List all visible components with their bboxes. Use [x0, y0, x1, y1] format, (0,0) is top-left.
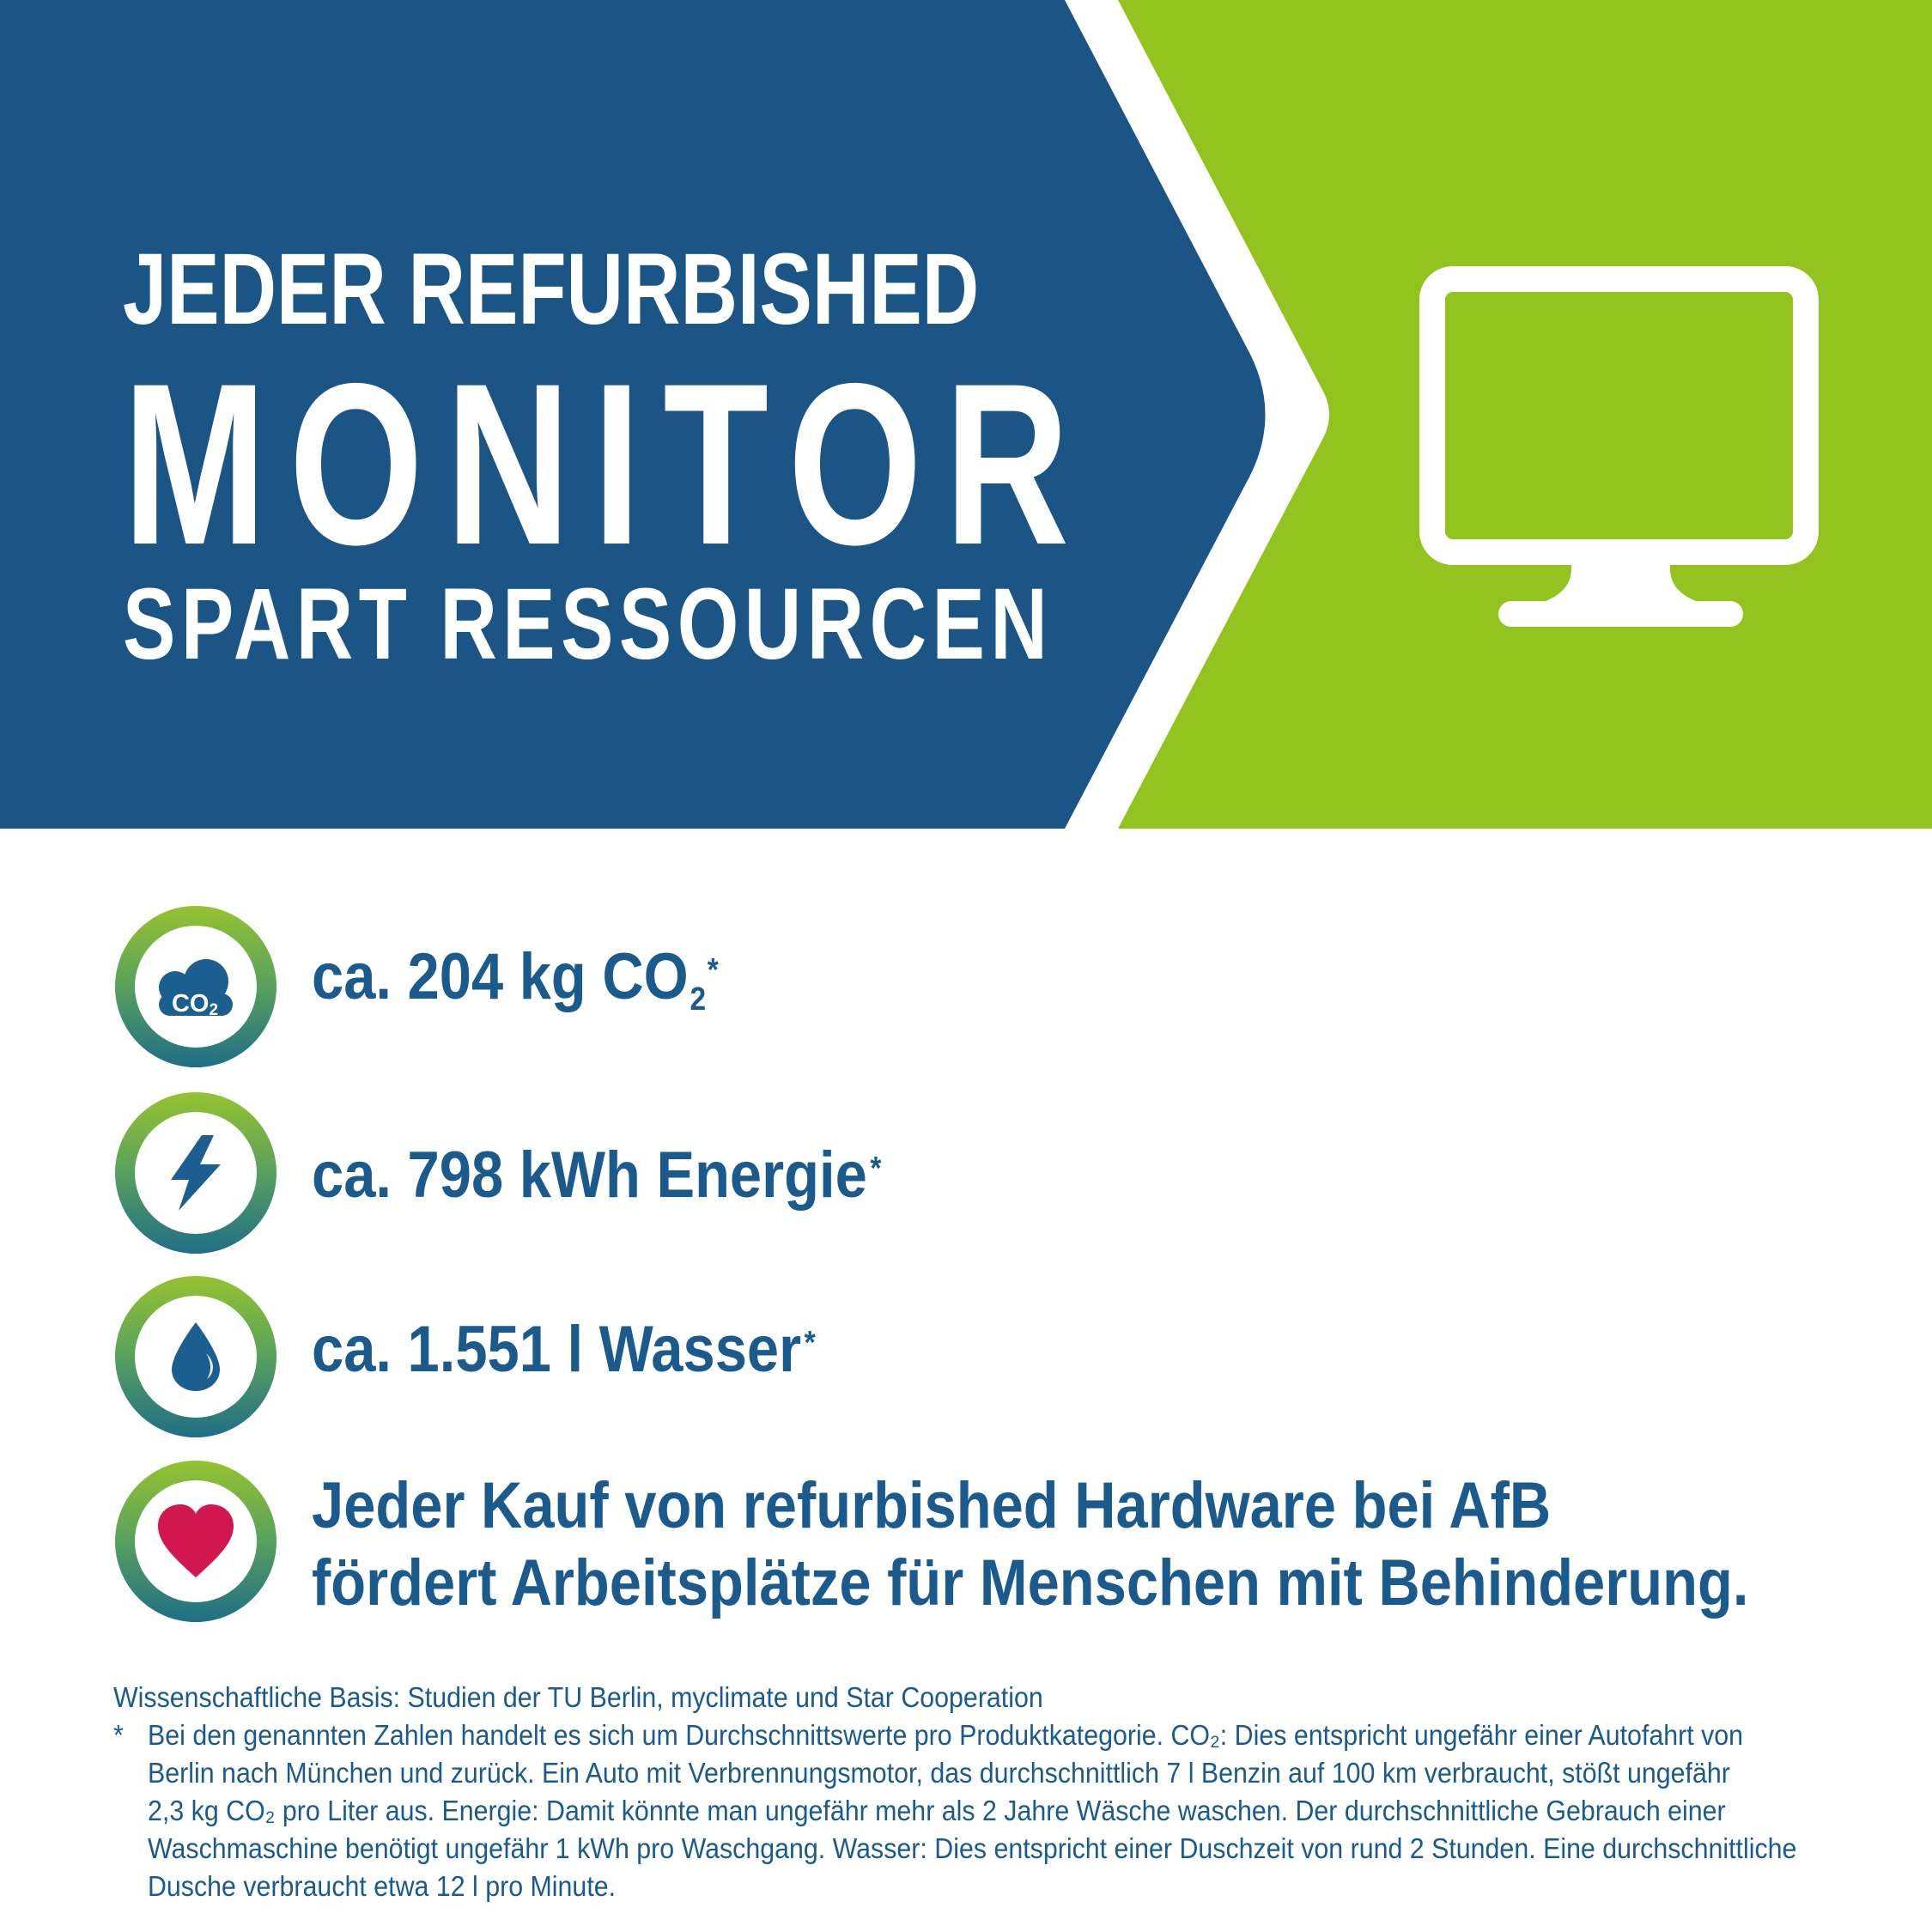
banner-title-line2: MONITOR [123, 335, 1092, 592]
impact-text-line1: Jeder Kauf von refurbished Hardware bei … [312, 1469, 1552, 1542]
banner-title-line3: SPART RESSOURCEN [123, 568, 1054, 681]
footnote-asterisk-marker: * [113, 1719, 124, 1751]
stat-label-energy-asterisk: * [870, 1151, 882, 1188]
banner-title-line1: JEDER REFURBISHED [123, 233, 980, 346]
stat-ring-energy-inner [135, 1112, 257, 1234]
stat-label-energy-text: ca. 798 kWh Energie [312, 1139, 867, 1212]
impact-text-line2: fördert Arbeitsplätze für Menschen mit B… [312, 1546, 1749, 1619]
stat-label-co2-text: ca. 204 kg CO [312, 940, 689, 1013]
stat-label-co2-asterisk: * [707, 952, 719, 989]
stat-label-co2: ca. 204 kg CO2* [312, 945, 719, 1016]
stat-ring-co2: CO2 [115, 906, 276, 1067]
stat-ring-water [115, 1276, 276, 1437]
stat-label-water-asterisk: * [804, 1325, 816, 1362]
co2-icon-label: CO [172, 990, 210, 1016]
water-drop-icon [172, 1322, 220, 1391]
stat-ring-heart [115, 1461, 276, 1622]
stat-label-water-text: ca. 1.551 l Wasser [312, 1313, 802, 1386]
stat-ring-heart-inner [135, 1480, 257, 1602]
monitor-icon [1419, 266, 1819, 627]
footnote-block: Bei den genannten Zahlen handelt es sich… [148, 1716, 1796, 1905]
footnote-line: Berlin nach München und zurück. Ein Auto… [148, 1757, 1730, 1789]
svg-text:CO2: CO2 [172, 990, 218, 1016]
science-basis-note: Wissenschaftliche Basis: Studien der TU … [113, 1681, 1043, 1713]
stat-label-water: ca. 1.551 l Wasser* [312, 1317, 816, 1382]
lightning-bolt-icon [171, 1135, 221, 1211]
footnote-line: Waschmaschine benötigt ungefähr 1 kWh pr… [148, 1832, 1797, 1864]
stat-ring-co2-inner: CO2 [135, 926, 257, 1048]
footnote-line: 2,3 kg CO₂ pro Liter aus. Energie: Damit… [148, 1795, 1726, 1826]
blue-arrow-shape [0, 0, 1266, 829]
footnote-line: Bei den genannten Zahlen handelt es sich… [148, 1719, 1744, 1751]
stat-label-co2-subscript: 2 [690, 981, 707, 1018]
stat-ring-energy [115, 1092, 276, 1254]
heart-icon [158, 1504, 234, 1577]
stat-label-energy: ca. 798 kWh Energie* [312, 1143, 881, 1208]
co2-icon-label-sub: 2 [209, 1001, 218, 1016]
footnote-line: Dusche verbraucht etwa 12 l pro Minute. [148, 1870, 617, 1902]
co2-cloud-icon: CO2 [159, 959, 233, 1016]
stat-ring-water-inner [135, 1296, 257, 1418]
